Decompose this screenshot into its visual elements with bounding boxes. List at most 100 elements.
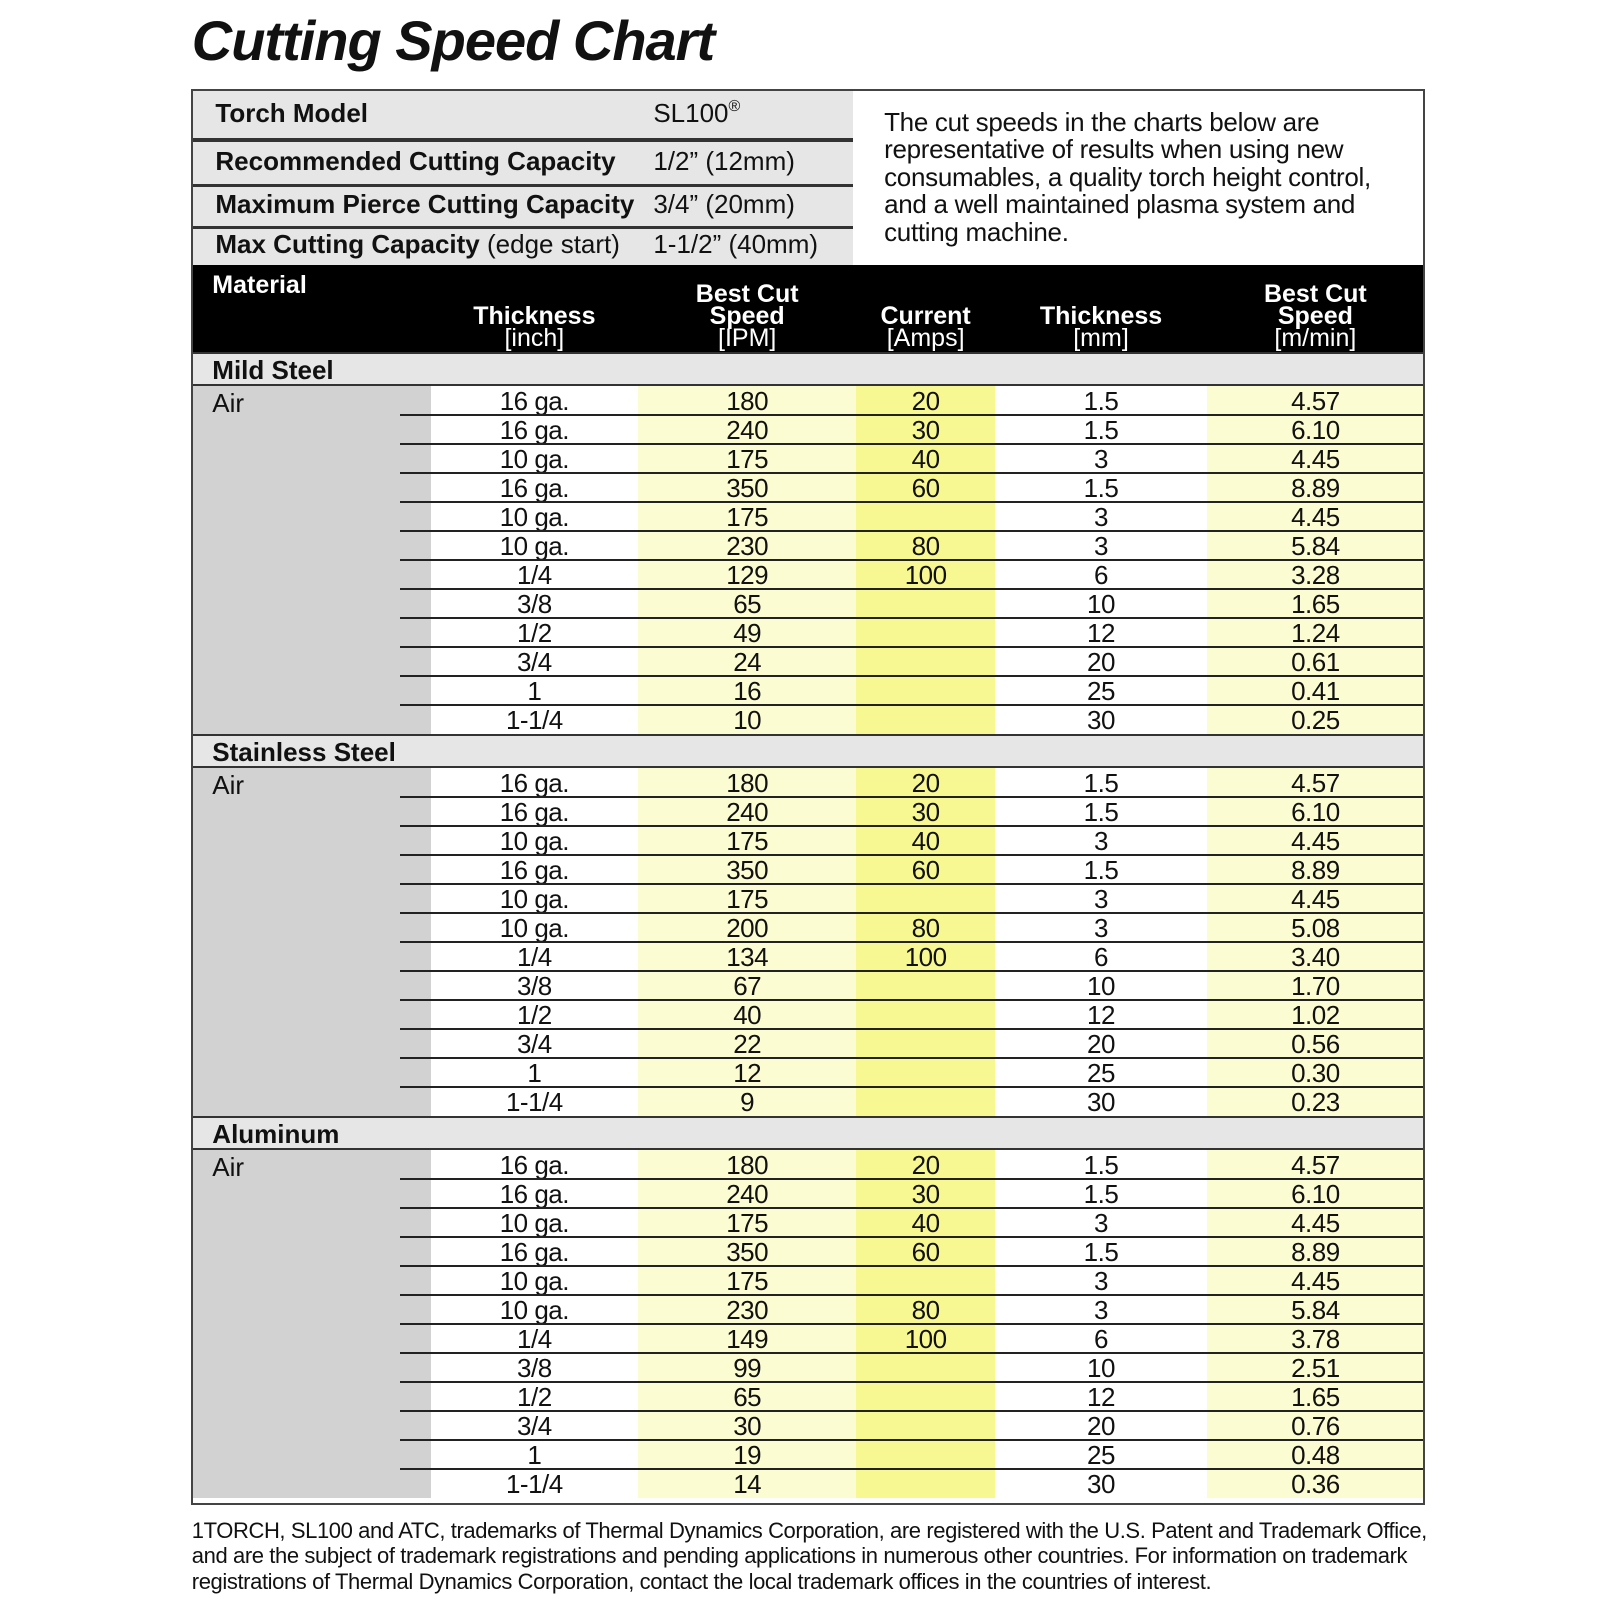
cell: 0.23 [1291,1086,1340,1117]
cell: 16 ga. [499,796,570,827]
cell: 1.5 [1083,1149,1119,1180]
cell: 25 [1087,675,1115,706]
cell: 1-1/4 [505,704,563,735]
cell: 20 [911,767,940,798]
row-divider [400,1027,1424,1030]
cell: 99 [733,1352,762,1383]
cell: 16 [733,675,762,706]
cell: 1.5 [1083,385,1119,416]
cell: 16 ga. [499,472,570,503]
cell: 5.84 [1291,530,1340,561]
cell: 60 [911,854,940,885]
cell: 30 [911,1178,940,1209]
gas-column [191,767,431,1116]
cell: 1 [527,1439,542,1470]
cell: 1.5 [1083,796,1119,827]
cell: 175 [726,1265,769,1296]
cell: 1/2 [517,1381,552,1412]
cell: 60 [911,472,940,503]
cell: 1-1/4 [505,1086,563,1117]
cell: 1.5 [1083,854,1119,885]
cell: 6.10 [1291,796,1340,827]
cell: 4.45 [1291,443,1340,474]
cell: 8.89 [1291,472,1340,503]
spec-value-text: 1/2” (12mm) [653,145,795,176]
header-name: Thickness [473,301,596,330]
cell: 3.78 [1291,1323,1340,1354]
cell: 5.84 [1291,1294,1340,1325]
cell: 10 ga. [499,912,570,943]
cell: 100 [904,559,947,590]
row-divider [400,1380,1424,1383]
row-divider [400,1322,1424,1325]
cell: 1 [527,675,542,706]
cell: 3/8 [517,588,552,619]
cell: 3 [1094,825,1108,856]
cell: 1.5 [1083,767,1119,798]
header-unit: [mm] [1073,323,1129,352]
cell: 1.5 [1083,1236,1119,1267]
section-material: Mild Steel [212,354,334,385]
cell: 0.61 [1291,646,1340,677]
cell: 10 ga. [499,825,570,856]
cell: 1/4 [517,559,552,590]
cell: 10 [1087,588,1115,619]
cell: 1-1/4 [505,1468,563,1499]
cell: 30 [1087,1086,1115,1117]
cell: 1/4 [517,1323,552,1354]
spec-value: 3/4” (20mm) [653,189,848,222]
cell: 12 [1087,617,1115,648]
cell: 4.45 [1291,501,1340,532]
cell: 240 [726,796,769,827]
cell: 25 [1087,1057,1115,1088]
cell: 6 [1094,559,1108,590]
cell: 20 [1087,646,1115,677]
cell: 10 [1087,1352,1115,1383]
row-divider [400,529,1424,532]
cell: 3/8 [517,1352,552,1383]
cell: 4.57 [1291,385,1340,416]
spec-divider [191,225,854,229]
header-name: Current [880,301,971,330]
section-header-bg [191,733,1424,768]
cell: 3 [1094,530,1108,561]
row-divider [400,795,1424,798]
cell: 16 ga. [499,414,570,445]
cell: 4.45 [1291,1207,1340,1238]
cell: 350 [726,854,769,885]
cell: 350 [726,1236,769,1267]
cell: 3/4 [517,1410,552,1441]
spec-label: Torch Model [215,98,646,131]
spec-divider [191,138,854,142]
row-divider [400,442,1424,445]
cell: 3/4 [517,1028,552,1059]
cell: 8.89 [1291,854,1340,885]
cell: 4.45 [1291,883,1340,914]
section-header-bg [191,1115,1424,1150]
cell: 24 [733,646,762,677]
cell: 20 [911,385,940,416]
cell: 16 ga. [499,1178,570,1209]
row-divider [400,853,1424,856]
header-unit: [m/min] [1274,323,1357,352]
cell: 40 [911,443,940,474]
cell: 1.24 [1291,617,1340,648]
cell: 175 [726,825,769,856]
spec-bg [191,90,854,265]
spec-value: 1/2” (12mm) [653,146,848,179]
section-material: Aluminum [212,1118,340,1149]
table-border [190,89,1425,1505]
cell: 3 [1094,1265,1108,1296]
header-name: Best Cut Speed [1263,279,1367,330]
cell: 240 [726,1178,769,1209]
spec-value-text: SL100 [653,98,729,129]
cell: 0.76 [1291,1410,1340,1441]
cell: 30 [733,1410,762,1441]
cell: 0.30 [1291,1057,1340,1088]
section-material: Stainless Steel [212,736,396,767]
row-divider [400,882,1424,885]
cell: 230 [726,1294,769,1325]
cell: 12 [1087,1381,1115,1412]
cell: 10 ga. [499,1265,570,1296]
row-divider [400,998,1424,1001]
